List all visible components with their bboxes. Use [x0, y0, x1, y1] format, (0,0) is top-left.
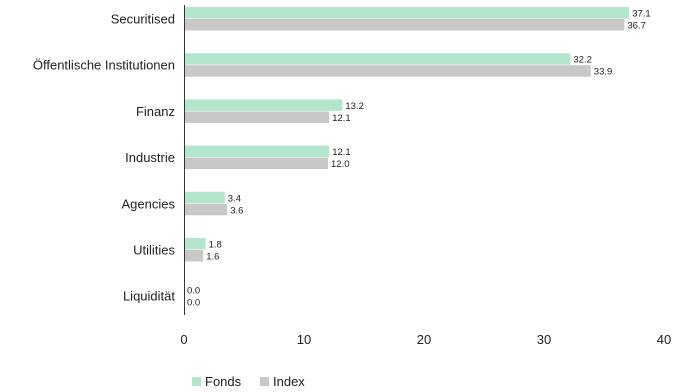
data-label-index: 33.9: [594, 67, 613, 78]
data-label-fonds: 12.1: [332, 147, 351, 158]
legend-swatch-fonds: [192, 377, 201, 386]
category-label: Liquidität: [123, 289, 175, 304]
data-label-index: 12.0: [331, 159, 350, 170]
x-tick-label: 40: [657, 332, 671, 347]
data-label-fonds: 1.8: [209, 240, 222, 251]
bars-layer: [184, 7, 630, 262]
bar-index: [184, 250, 204, 262]
value-labels: 37.136.732.233.913.212.112.112.03.43.61.…: [187, 9, 651, 309]
bar-index: [184, 157, 328, 170]
data-label-fonds: 0.0: [187, 286, 200, 297]
bar-fonds: [184, 53, 571, 65]
x-tick-label: 20: [417, 332, 431, 347]
legend-label-index: Index: [273, 374, 305, 389]
data-label-index: 1.6: [206, 252, 219, 263]
category-labels: Securitised Öffentlische Institutionen Fin…: [33, 12, 176, 304]
data-label-index: 36.7: [627, 21, 646, 32]
bar-fonds: [184, 238, 206, 250]
bar-index: [184, 111, 330, 123]
data-label-fonds: 32.2: [573, 55, 592, 66]
category-label: Securitised: [111, 12, 175, 27]
category-label: Öffentlische Institutionen: [33, 58, 175, 73]
x-tick-label: 30: [537, 332, 551, 347]
category-label: Finanz: [136, 104, 175, 119]
bar-fonds: [184, 7, 630, 19]
legend-label-fonds: Fonds: [205, 374, 242, 389]
legend: Fonds Index: [192, 374, 305, 389]
bar-index: [184, 19, 625, 31]
bar-index: [184, 203, 228, 216]
category-label: Agencies: [122, 196, 176, 211]
data-label-fonds: 13.2: [345, 101, 364, 112]
legend-swatch-index: [260, 377, 269, 386]
bar-fonds: [184, 191, 225, 204]
data-label-fonds: 37.1: [632, 9, 651, 20]
x-tick-label: 10: [297, 332, 311, 347]
category-label: Utilities: [133, 243, 175, 258]
bar-index: [184, 65, 591, 77]
category-label: Industrie: [125, 150, 175, 165]
bar-fonds: [184, 99, 343, 111]
data-label-index: 3.6: [230, 205, 243, 216]
data-label-index: 0.0: [187, 298, 200, 309]
bar-fonds: [184, 145, 330, 158]
x-tick-label: 0: [180, 332, 187, 347]
data-label-index: 12.1: [332, 113, 351, 124]
x-axis-ticks: 0 10 20 30 40: [180, 332, 671, 347]
data-label-fonds: 3.4: [228, 193, 241, 204]
